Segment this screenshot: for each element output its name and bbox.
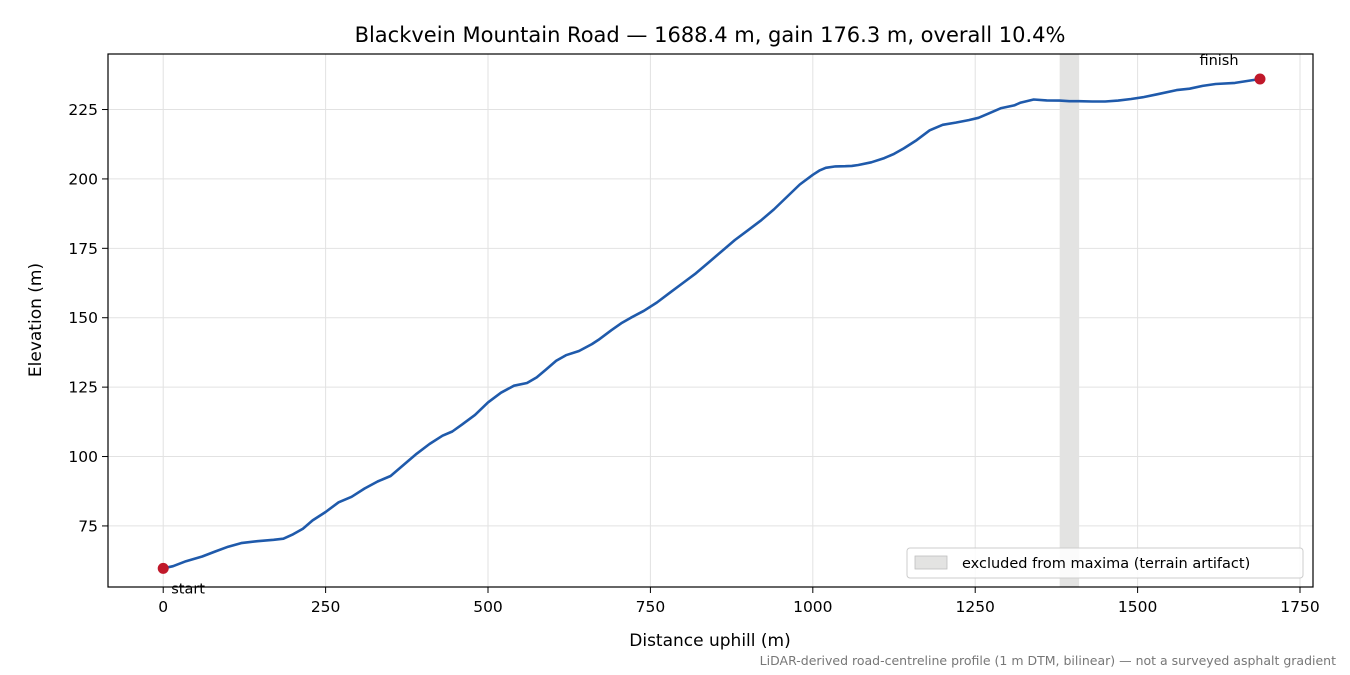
y-tick-label: 125 (68, 379, 98, 397)
x-tick-label: 0 (158, 598, 168, 616)
legend-label: excluded from maxima (terrain artifact) (962, 556, 1250, 572)
x-tick-label: 1500 (1118, 598, 1157, 616)
x-tick-label: 1750 (1280, 598, 1319, 616)
footnote: LiDAR-derived road-centreline profile (1… (760, 653, 1336, 668)
start-marker (157, 562, 169, 574)
x-tick-label: 500 (473, 598, 503, 616)
x-axis-ticks: 0 250 500 750 1000 1250 1500 1750 (158, 587, 1320, 616)
y-tick-label: 200 (68, 170, 98, 188)
y-axis-ticks: 75 100 125 150 175 200 225 (68, 101, 108, 535)
chart-title: Blackvein Mountain Road — 1688.4 m, gain… (355, 23, 1066, 47)
y-tick-label: 150 (68, 309, 98, 327)
y-tick-label: 225 (68, 101, 98, 119)
x-tick-label: 1250 (955, 598, 994, 616)
legend-box (906, 547, 1304, 579)
finish-label: finish (1199, 53, 1238, 69)
y-tick-label: 75 (78, 517, 98, 535)
plot-frame (107, 53, 1314, 588)
x-axis-label: Distance uphill (m) (629, 631, 790, 651)
legend: excluded from maxima (terrain artifact) (906, 547, 1304, 579)
legend-swatch (914, 555, 948, 570)
x-tick-label: 1000 (793, 598, 832, 616)
x-tick-label: 250 (311, 598, 341, 616)
finish-marker (1254, 73, 1266, 85)
y-tick-label: 100 (68, 448, 98, 466)
start-label: start (171, 581, 205, 597)
x-tick-label: 750 (636, 598, 666, 616)
excluded-band (1059, 54, 1080, 587)
grid-lines (108, 54, 1313, 587)
y-axis-label: Elevation (m) (26, 263, 46, 377)
elevation-line (161, 77, 1262, 570)
y-tick-label: 175 (68, 240, 98, 258)
